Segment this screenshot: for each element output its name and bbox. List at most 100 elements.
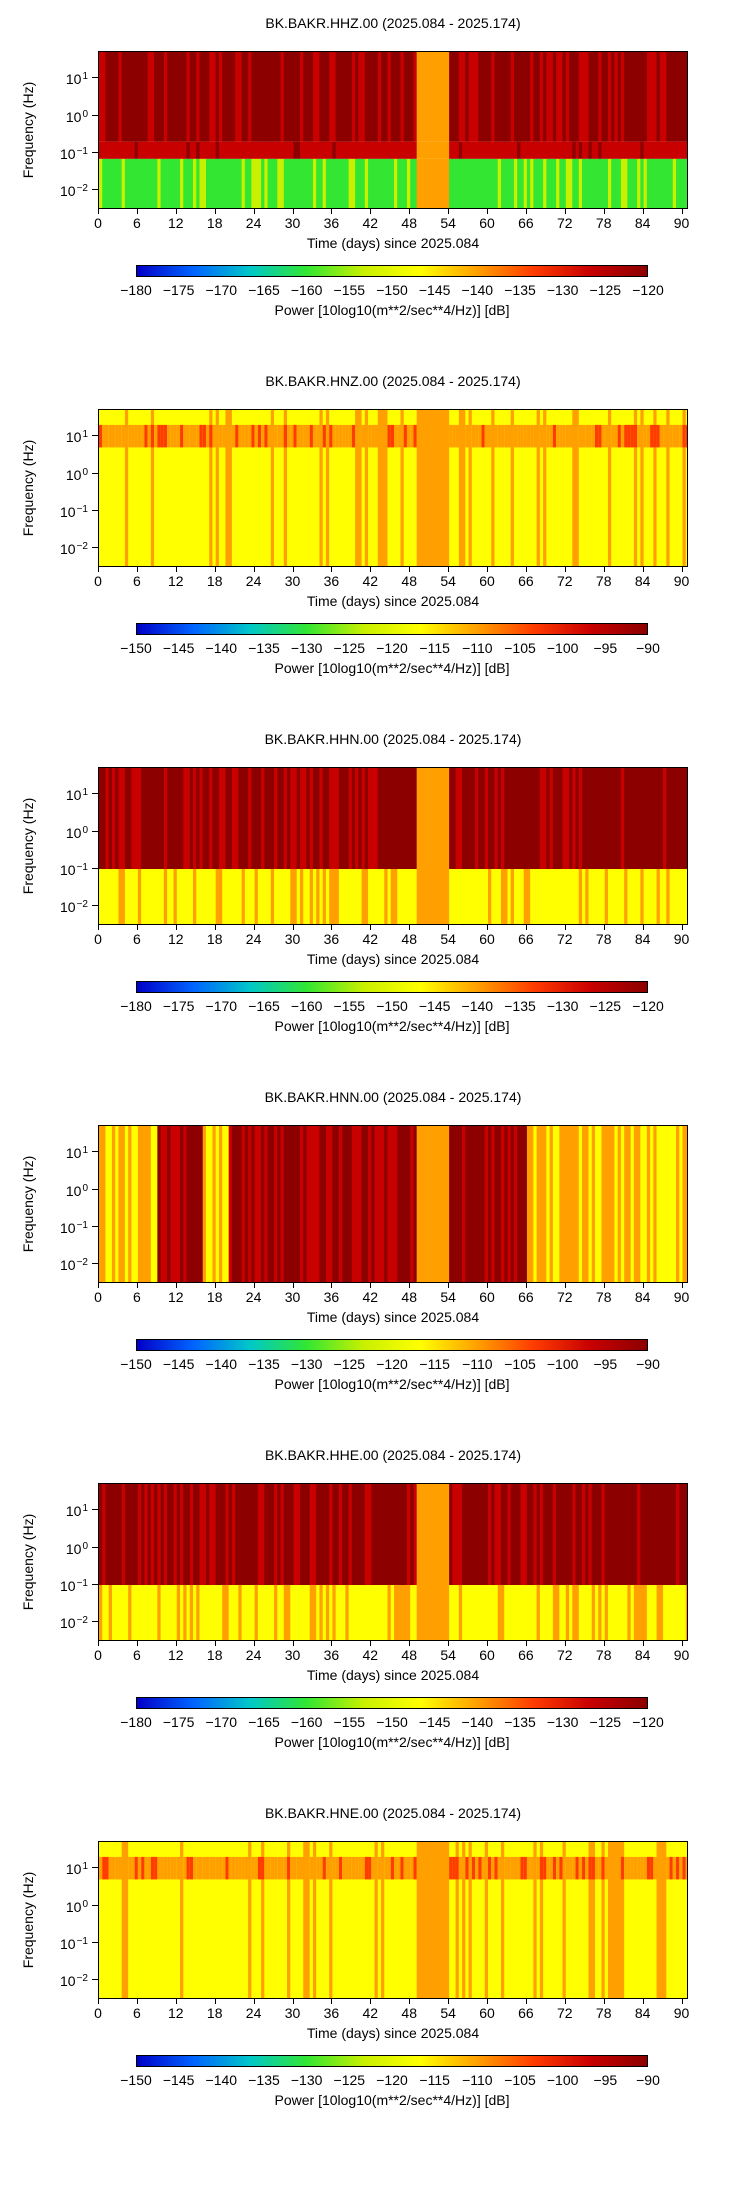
power-cell — [546, 424, 551, 448]
spectrogram-plot — [98, 767, 688, 925]
power-cell — [458, 141, 463, 159]
power-cell — [429, 768, 434, 870]
power-cell — [293, 1585, 298, 1640]
power-cell — [546, 1126, 551, 1282]
colorbar-tick-label: −135 — [248, 2072, 280, 2088]
power-cell — [663, 141, 667, 159]
power-cell — [471, 1484, 476, 1586]
power-cell — [449, 1842, 453, 1998]
power-cell — [176, 1856, 181, 1880]
power-cell — [238, 768, 243, 870]
colorbar-tick-label: −165 — [248, 1714, 280, 1730]
power-cell — [193, 424, 197, 448]
power-cell — [633, 1842, 638, 1998]
x-tick-mark — [331, 1641, 333, 1646]
power-cell — [157, 158, 162, 208]
power-cell — [303, 52, 308, 142]
power-cell — [231, 158, 236, 208]
power-cell — [209, 424, 214, 448]
power-cell — [244, 424, 249, 448]
power-cell — [121, 1484, 126, 1586]
power-cell — [455, 1484, 460, 1586]
x-tick-label: 72 — [557, 931, 573, 947]
power-cell — [491, 141, 496, 159]
power-cell — [458, 424, 463, 448]
y-tick-label: 10−2 — [60, 183, 88, 200]
power-cell — [397, 141, 402, 159]
power-cell — [591, 1484, 596, 1586]
power-cell — [397, 768, 402, 870]
power-cell — [371, 1856, 376, 1880]
power-cell — [410, 424, 415, 448]
power-cell — [303, 141, 308, 159]
power-cell — [244, 1126, 249, 1282]
colorbar-tick-label: −150 — [120, 1356, 152, 1372]
power-cell — [228, 1484, 233, 1586]
colorbar-tick-label: −100 — [546, 1356, 579, 1372]
power-cell — [452, 1585, 457, 1640]
power-cell — [659, 1484, 664, 1586]
power-cell — [244, 52, 249, 142]
power-cell — [390, 52, 395, 142]
x-tick-mark — [487, 1999, 488, 2004]
power-cell — [513, 869, 518, 924]
power-cell — [569, 141, 573, 159]
power-cell — [244, 158, 249, 208]
power-cell — [322, 141, 327, 159]
power-cell — [484, 158, 489, 208]
power-cell — [144, 1585, 149, 1640]
power-cell — [147, 869, 152, 924]
power-cell — [510, 141, 515, 159]
power-cell — [530, 1856, 534, 1880]
power-cell — [559, 1585, 564, 1640]
power-cell — [572, 1484, 577, 1586]
y-tick-label: 101 — [65, 1503, 88, 1520]
power-cell — [397, 1126, 402, 1282]
power-cell — [374, 1842, 379, 1998]
power-cell — [299, 141, 304, 159]
power-cell — [348, 158, 353, 208]
power-cell — [319, 869, 324, 924]
power-cell — [594, 141, 599, 159]
power-cell — [578, 52, 583, 142]
power-cell — [630, 1585, 635, 1640]
power-cell — [358, 1842, 363, 1998]
power-cell — [419, 1585, 424, 1640]
power-cell — [303, 1484, 308, 1586]
x-tick-mark — [175, 925, 177, 930]
power-cell — [277, 1126, 282, 1282]
power-cell — [413, 1585, 418, 1640]
power-cell — [312, 424, 317, 448]
power-cell — [183, 869, 188, 924]
power-cell — [338, 869, 343, 924]
power-cell — [614, 52, 619, 142]
power-cell — [449, 424, 453, 448]
colorbar-tick-label: −95 — [593, 640, 618, 656]
x-tick-label: 6 — [132, 931, 141, 947]
power-cell — [533, 52, 538, 142]
power-cell — [617, 1126, 622, 1282]
power-cell — [523, 869, 528, 924]
power-cell — [543, 52, 547, 142]
power-cell — [150, 141, 155, 159]
power-cell — [559, 869, 564, 924]
colorbar-tick-label: −120 — [376, 1356, 408, 1372]
power-cell — [199, 158, 204, 208]
power-cell — [176, 52, 181, 142]
power-cell — [523, 1842, 528, 1998]
power-cell — [215, 1842, 220, 1998]
power-cell — [497, 1842, 502, 1998]
power-cell — [121, 1126, 126, 1282]
power-cell — [478, 410, 483, 566]
power-cell — [656, 1856, 661, 1880]
power-cell — [270, 768, 275, 870]
power-cell — [329, 1842, 334, 1998]
power-cell — [296, 1585, 301, 1640]
power-cell — [154, 869, 158, 924]
power-cell — [102, 768, 107, 870]
power-cell — [624, 1585, 629, 1640]
power-cell — [504, 1484, 509, 1586]
x-axis-label: Time (days) since 2025.084 — [306, 1309, 480, 1325]
power-cell — [306, 141, 311, 159]
power-cell — [620, 1585, 625, 1640]
